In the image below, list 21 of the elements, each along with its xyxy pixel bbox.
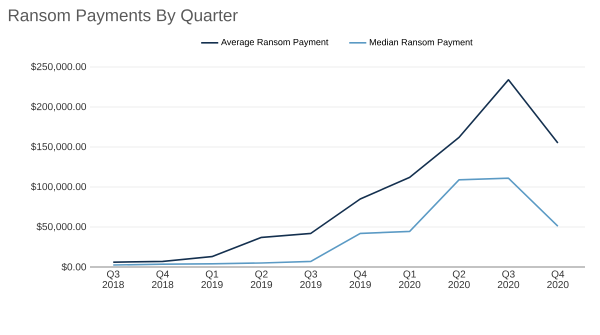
y-tick-label: $50,000.00 — [36, 222, 86, 232]
x-tick-label: Q1 2019 — [201, 270, 223, 288]
y-tick-label: $0.00 — [62, 262, 86, 272]
chart-title: Ransom Payments By Quarter — [8, 9, 238, 25]
y-tick-label: $100,000.00 — [30, 182, 86, 192]
x-tick-label: Q1 2020 — [399, 270, 420, 288]
legend-label: Median Ransom Payment — [370, 38, 473, 48]
x-tick-label: Q3 2018 — [102, 270, 124, 288]
y-tick-label: $250,000.00 — [30, 62, 86, 72]
line-series — [112, 79, 559, 263]
x-tick-label: Q4 2018 — [152, 270, 174, 288]
x-tick-label: Q4 2019 — [350, 270, 371, 288]
x-tick-label: Q3 2019 — [300, 270, 322, 288]
x-tick-label: Q2 2019 — [250, 270, 272, 288]
x-tick-label: Q4 2020 — [547, 270, 569, 288]
x-tick-label: Q2 2020 — [448, 270, 470, 288]
x-tick-label: Q3 2020 — [498, 270, 520, 288]
y-tick-label: $200,000.00 — [30, 102, 86, 112]
line-series — [112, 177, 559, 266]
legend-label: Average Ransom Payment — [221, 38, 328, 48]
y-tick-label: $150,000.00 — [30, 142, 86, 152]
